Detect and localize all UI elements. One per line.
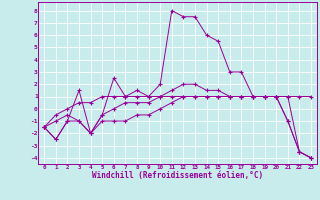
X-axis label: Windchill (Refroidissement éolien,°C): Windchill (Refroidissement éolien,°C) [92,171,263,180]
